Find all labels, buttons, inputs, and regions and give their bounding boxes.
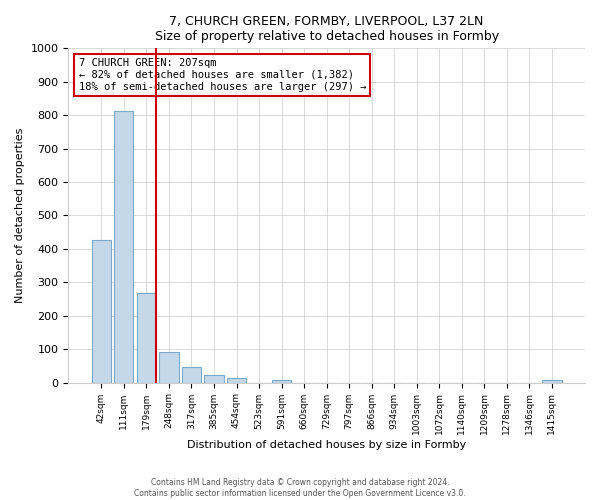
Bar [92, 240, 111, 382]
Text: 7 CHURCH GREEN: 207sqm
← 82% of detached houses are smaller (1,382)
18% of semi-: 7 CHURCH GREEN: 207sqm ← 82% of detached… [79, 58, 366, 92]
Bar [182, 366, 201, 382]
Title: 7, CHURCH GREEN, FORMBY, LIVERPOOL, L37 2LN
Size of property relative to detache: 7, CHURCH GREEN, FORMBY, LIVERPOOL, L37 … [155, 15, 499, 43]
Bar [272, 380, 291, 382]
Bar [160, 352, 179, 382]
X-axis label: Distribution of detached houses by size in Formby: Distribution of detached houses by size … [187, 440, 466, 450]
Bar [114, 111, 133, 382]
Text: Contains HM Land Registry data © Crown copyright and database right 2024.
Contai: Contains HM Land Registry data © Crown c… [134, 478, 466, 498]
Bar [227, 378, 246, 382]
Bar [137, 293, 156, 382]
Bar [205, 375, 224, 382]
Bar [542, 380, 562, 382]
Y-axis label: Number of detached properties: Number of detached properties [15, 128, 25, 303]
